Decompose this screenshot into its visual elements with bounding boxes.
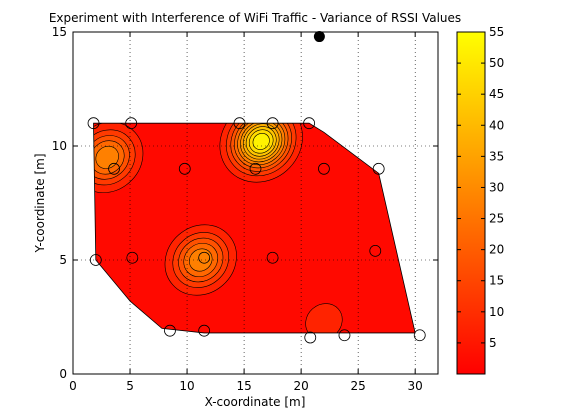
measurement-point	[126, 251, 139, 264]
y-axis-label: Y-coordinate [m]	[33, 153, 47, 253]
measurement-points	[87, 117, 426, 344]
colorbar-tick-label: 45	[489, 87, 504, 101]
x-tick-label: 20	[293, 379, 308, 393]
y-tick-label: 5	[59, 253, 67, 267]
measurement-point	[198, 251, 211, 264]
x-tick-label: 10	[179, 379, 194, 393]
x-tick-label: 30	[408, 379, 423, 393]
contour-line-0-30	[240, 123, 283, 163]
measurement-point	[372, 162, 385, 175]
colorbar-tick-label: 35	[489, 149, 504, 163]
access-point-marker	[313, 31, 325, 43]
colorbar-tick-label: 25	[489, 212, 504, 226]
contour-band-3-5	[305, 303, 343, 333]
measurement-point	[318, 162, 330, 175]
contour-line-0-50	[252, 133, 270, 150]
grid-lines	[73, 32, 438, 374]
measurement-point	[249, 162, 262, 175]
contour-line-0-15	[230, 123, 292, 172]
colorbar-tick-label: 10	[489, 305, 504, 319]
contour-line-0-5	[219, 123, 303, 183]
y-tick-label: 0	[59, 367, 67, 381]
measurement-point	[266, 117, 279, 130]
contour-line-0-40	[245, 126, 277, 157]
measurement-point	[233, 117, 246, 130]
contour-line-2-5	[93, 123, 144, 193]
x-tick-label: 0	[69, 379, 77, 393]
colorbar-tick-label: 40	[489, 118, 504, 132]
contour-line-0-20	[234, 123, 289, 169]
measurement-point	[108, 162, 120, 175]
x-axis-ticks: 0 5 10 15 20 25 30	[69, 32, 423, 393]
access-point	[313, 31, 325, 43]
contour-line-2-25	[95, 145, 119, 169]
colorbar-tick-label: 15	[489, 274, 504, 288]
contour-line-0-10	[226, 123, 297, 177]
y-axis-ticks: 0 5 10 15	[52, 25, 438, 381]
measurement-point	[413, 329, 426, 342]
measurement-point	[369, 244, 382, 257]
plot-area: 0 5 10 15 20 25 30 0 5 10 15	[52, 25, 439, 393]
measurement-point	[125, 117, 138, 130]
colorbar-tick-label: 55	[489, 25, 504, 39]
measurement-point	[303, 117, 316, 130]
measurement-point	[164, 324, 176, 337]
x-tick-label: 15	[236, 379, 251, 393]
x-tick-label: 5	[126, 379, 134, 393]
y-tick-label: 10	[52, 139, 67, 153]
coverage-outline	[93, 122, 416, 334]
colorbar: 5 10 15 20 25 30 35 40 45 50 55	[456, 25, 504, 375]
contour-line-1-10	[172, 232, 230, 288]
measurement-point	[338, 329, 351, 342]
colorbar-tick-label: 20	[489, 243, 504, 257]
y-tick-label: 15	[52, 25, 67, 39]
measurement-point	[178, 162, 191, 175]
x-tick-label: 25	[351, 379, 366, 393]
contour-line-1-20	[183, 242, 219, 278]
measurement-point	[304, 331, 317, 344]
colorbar-tick-label: 5	[489, 336, 497, 350]
contour-line-2-15	[93, 135, 130, 180]
measurement-point	[89, 254, 102, 266]
measurement-point	[87, 117, 100, 130]
contour-line-0-45	[248, 129, 274, 154]
colorbar-tick-label: 30	[489, 180, 504, 194]
contour-line-3-5	[305, 303, 343, 333]
contour-lines	[93, 122, 416, 334]
contour-line-0-35	[242, 123, 280, 160]
plot-frame	[72, 31, 439, 375]
contour-band-1-25	[189, 248, 213, 272]
measurement-point	[198, 324, 211, 337]
contour-line-2-10	[93, 129, 136, 186]
measurement-point	[266, 251, 279, 264]
contour-line-0-25	[237, 123, 286, 166]
contour-band-0-50	[252, 133, 270, 150]
chart-title: Experiment with Interference of WiFi Tra…	[49, 11, 461, 25]
colorbar-ticks: 5 10 15 20 25 30 35 40 45 50 55	[457, 25, 504, 350]
colorbar-gradient	[456, 31, 486, 375]
contour-line-1-5	[164, 224, 237, 296]
contour-line-1-25	[189, 248, 213, 272]
x-axis-label: X-coordinate [m]	[205, 395, 306, 409]
colorbar-tick-label: 50	[489, 56, 504, 70]
